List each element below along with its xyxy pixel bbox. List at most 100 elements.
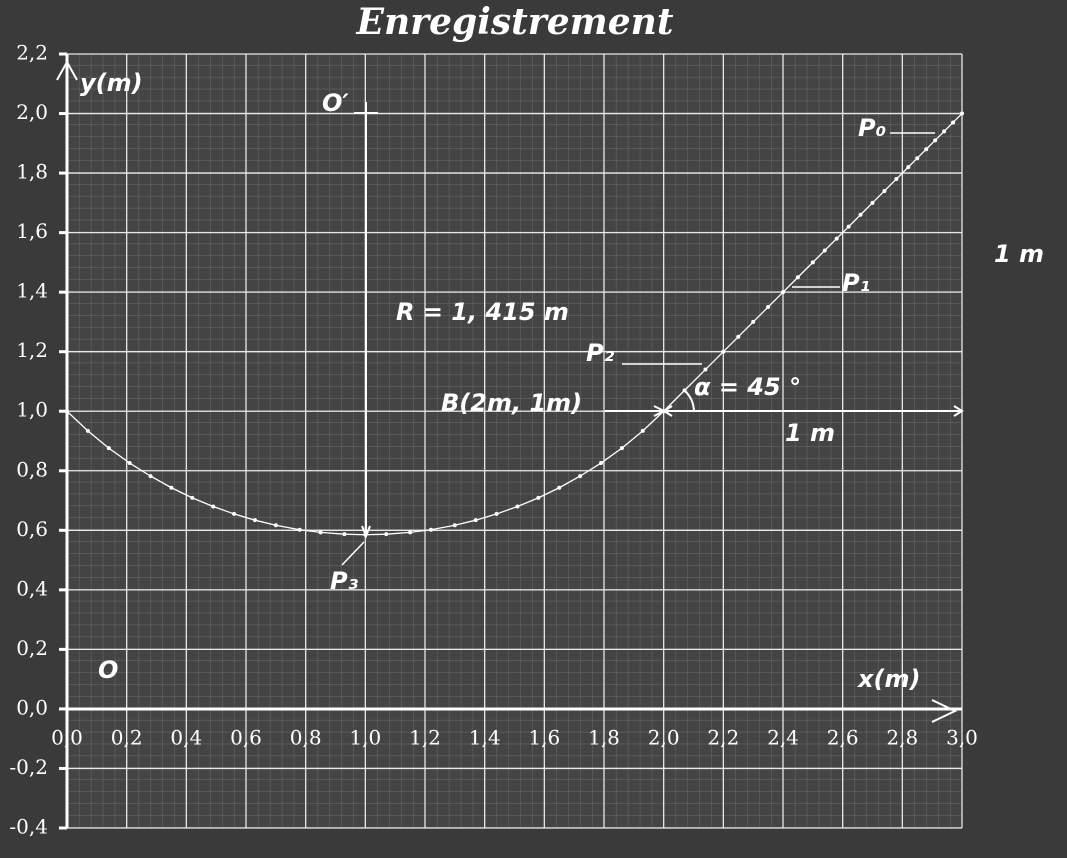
point (781, 290, 785, 295)
y-tick-label: 1,6 (16, 219, 48, 243)
point (751, 319, 756, 324)
annotation: 1 m (994, 240, 1044, 268)
y-tick-label: 2,2 (16, 41, 48, 65)
x-tick-label: 1,8 (588, 726, 620, 750)
annotation: y(m) (80, 69, 143, 97)
point (363, 532, 368, 537)
point (619, 446, 624, 451)
point (232, 511, 237, 516)
x-tick-label: 0,2 (111, 726, 143, 750)
point (127, 461, 132, 466)
x-tick-label: 2,0 (648, 726, 680, 750)
point (942, 129, 947, 134)
point (882, 188, 887, 193)
point (933, 138, 938, 143)
point (273, 523, 278, 528)
point (766, 305, 771, 310)
y-tick-label: 1,2 (16, 338, 48, 362)
point (148, 474, 153, 479)
x-tick-label: 1,4 (469, 726, 501, 750)
chart-title: Enregistrement (356, 1, 674, 43)
annotation: P₃ (330, 567, 359, 595)
y-axis-arrow (56, 59, 78, 81)
y-tick-label: 0,4 (16, 576, 48, 600)
point (428, 527, 433, 532)
x-tick-label: 0,4 (170, 726, 202, 750)
point (640, 428, 645, 433)
x-tick-label: 2,8 (886, 726, 918, 750)
point (342, 532, 347, 537)
x-axis-arrow (931, 699, 958, 723)
point (834, 236, 839, 241)
x-tick-label: 2,4 (767, 726, 799, 750)
pointer (341, 541, 365, 566)
point (536, 495, 541, 500)
point (870, 200, 875, 205)
y-tick-label: 2,0 (16, 100, 48, 124)
trajectory (66, 113, 963, 536)
point (858, 212, 863, 217)
x-tick-label: 3,0 (946, 726, 978, 750)
annotation: P₂ (586, 339, 615, 367)
point (960, 111, 964, 116)
point (578, 474, 583, 479)
point (906, 165, 911, 170)
point (297, 527, 302, 532)
point (252, 518, 257, 523)
point (408, 530, 413, 535)
point (810, 260, 815, 265)
y-tick-label: 0,2 (16, 636, 48, 660)
x-tick-label: 2,6 (827, 726, 859, 750)
x-tick-label: 0,0 (51, 726, 83, 750)
point (169, 485, 174, 490)
point (384, 532, 389, 537)
x-tick-label: 1,6 (528, 726, 560, 750)
point (473, 518, 478, 523)
point (822, 248, 827, 253)
point (190, 495, 195, 500)
x-tick-label: 0,8 (290, 726, 322, 750)
point (682, 388, 687, 393)
point (557, 485, 562, 490)
point (85, 428, 90, 433)
annotation: 1 m (785, 419, 835, 447)
point (211, 504, 216, 509)
point (795, 275, 800, 280)
annotation: O (98, 656, 118, 684)
annotation: O′ (322, 89, 349, 117)
point (494, 511, 499, 516)
y-tick-label: 1,4 (16, 279, 48, 303)
point (106, 446, 111, 451)
y-tick-label: 1,8 (16, 160, 48, 184)
arrows (56, 54, 964, 828)
minor-grid (67, 54, 962, 828)
point (599, 461, 604, 466)
point (721, 349, 726, 354)
y-tick-label: 0,6 (16, 517, 48, 541)
x-tick-label: 1,0 (349, 726, 381, 750)
x-tick-label: 0,6 (230, 726, 262, 750)
point (736, 334, 741, 339)
point (924, 147, 929, 152)
annotation: P₀ (858, 114, 887, 142)
point (703, 367, 708, 372)
annotation: R = 1, 415 m (396, 298, 569, 326)
annotation: P₁ (842, 269, 870, 297)
point (894, 177, 899, 182)
y-tick-label: 0,0 (16, 695, 48, 719)
point (318, 530, 323, 535)
point (65, 409, 69, 414)
point (452, 523, 457, 528)
point (515, 504, 520, 509)
annotation: B(2m, 1m) (441, 389, 582, 417)
y-tick-label: 0,8 (16, 457, 48, 481)
point (915, 156, 920, 161)
y-tick-label: -0,2 (9, 755, 48, 779)
y-tick-label: 1,0 (16, 398, 48, 422)
point (661, 409, 666, 414)
x-tick-label: 2,2 (707, 726, 739, 750)
x-tick-label: 1,2 (409, 726, 441, 750)
annotation: α = 45 ° (694, 373, 801, 401)
point (846, 224, 851, 229)
